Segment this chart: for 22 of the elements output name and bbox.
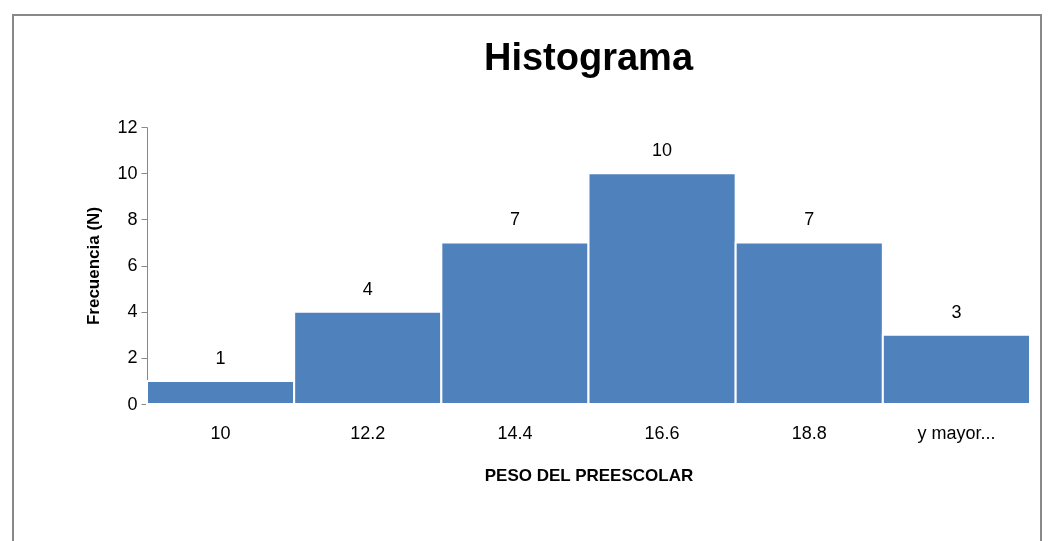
data-label: 7 (509, 209, 520, 230)
data-label: 10 (652, 140, 673, 161)
x-tick-label: 18.8 (791, 422, 827, 443)
y-tick-label: 6 (127, 255, 138, 275)
x-tick-label: 14.4 (497, 422, 533, 443)
y-tick-label: 12 (117, 116, 138, 137)
data-label: 4 (362, 278, 373, 299)
data-label: 3 (951, 301, 962, 322)
y-tick-label: 2 (127, 347, 138, 368)
y-axis-title: Frecuencia (N) (84, 206, 104, 326)
y-tick-label: 0 (127, 393, 138, 414)
x-axis-title: PESO DEL PREESCOLAR (484, 465, 694, 485)
chart-title: Histograma (483, 36, 694, 78)
y-tick-label: 8 (127, 208, 138, 229)
x-tick-label: 12.2 (350, 422, 386, 443)
x-tick-label: y mayor... (917, 422, 996, 443)
x-tick-label: 10 (210, 422, 231, 443)
data-label: 1 (215, 347, 226, 368)
y-tick-label: 4 (127, 301, 138, 322)
x-tick-label: 16.6 (644, 422, 680, 443)
data-label: 7 (804, 209, 815, 230)
y-tick-label: 10 (117, 162, 138, 183)
